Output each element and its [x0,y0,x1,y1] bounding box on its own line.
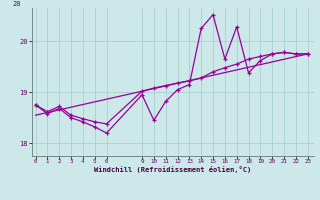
X-axis label: Windchill (Refroidissement éolien,°C): Windchill (Refroidissement éolien,°C) [94,166,252,173]
Text: 20: 20 [12,1,21,7]
